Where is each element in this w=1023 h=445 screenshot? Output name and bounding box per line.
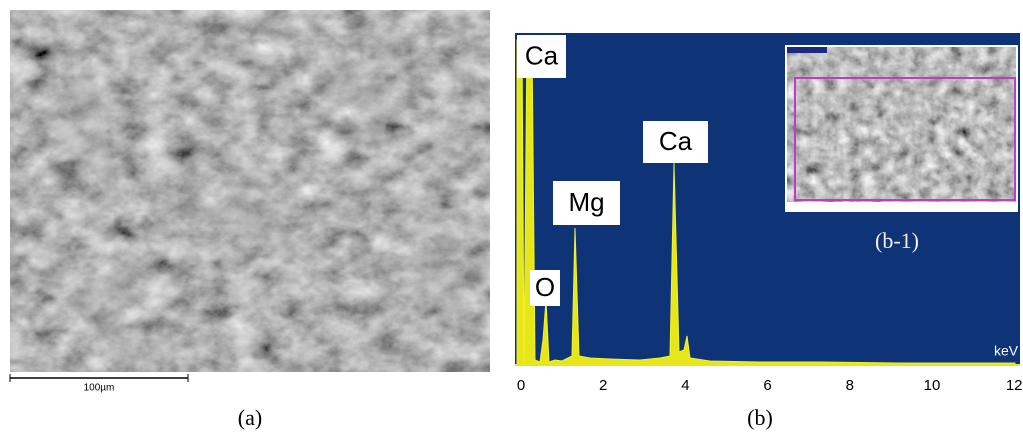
caption: (b) [747, 405, 773, 430]
x-tick-label: 6 [763, 377, 771, 394]
x-tick-label: 0 [517, 377, 525, 394]
inset-image [785, 45, 1018, 212]
x-ticks: 0 2 4 6 8 10 12 [517, 377, 1023, 394]
axis-unit: keV [994, 343, 1019, 359]
x-tick-label: 10 [924, 377, 941, 394]
x-tick-label: 2 [599, 377, 607, 394]
x-tick-label: 4 [681, 377, 689, 394]
inset-label: (b-1) [875, 228, 919, 253]
figure: 100µm (a) (b-1) keV (b) Ca Mg Ca O 0 2 4 6 8 10 1… [0, 0, 1023, 440]
peak-label: Mg [568, 187, 604, 217]
peak-label: Ca [659, 126, 693, 156]
scale-label: 100µm [84, 383, 115, 394]
caption: (a) [238, 405, 262, 430]
peak-label: O [535, 272, 555, 302]
x-tick-label: 8 [846, 377, 854, 394]
x-tick-label: 12 [1006, 377, 1023, 394]
sem-image [10, 10, 490, 372]
peak-label: Ca [525, 40, 559, 70]
